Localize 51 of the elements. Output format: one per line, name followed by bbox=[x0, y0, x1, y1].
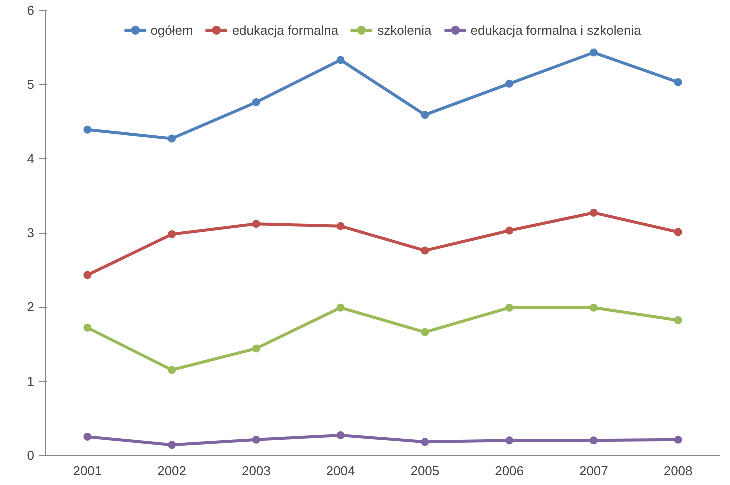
legend-label: edukacja formalna bbox=[232, 22, 339, 38]
point bbox=[421, 438, 430, 446]
x-tick-label: 2007 bbox=[579, 464, 608, 478]
point bbox=[506, 80, 514, 88]
x-tick-label: 2001 bbox=[73, 464, 102, 478]
point bbox=[590, 304, 598, 312]
point bbox=[84, 126, 92, 134]
point bbox=[168, 366, 176, 374]
x-tick-label: 2003 bbox=[242, 464, 271, 478]
point bbox=[506, 436, 514, 445]
point bbox=[252, 98, 260, 106]
point bbox=[506, 226, 514, 235]
y-tick-label: 2 bbox=[27, 300, 35, 315]
legend-label: szkolenia bbox=[378, 22, 432, 38]
point bbox=[168, 230, 176, 238]
point bbox=[84, 324, 92, 332]
point bbox=[674, 78, 682, 86]
x-tick-label: 2006 bbox=[495, 464, 524, 478]
point bbox=[590, 436, 598, 445]
x-tick-label: 2002 bbox=[158, 464, 187, 478]
y-tick-label: 4 bbox=[27, 151, 35, 166]
x-tick-label: 2004 bbox=[326, 464, 356, 478]
x-tick-label: 2005 bbox=[410, 464, 440, 478]
point bbox=[336, 56, 345, 64]
point bbox=[674, 228, 682, 236]
legend-label: ogółem bbox=[150, 22, 194, 38]
point bbox=[336, 222, 345, 230]
point bbox=[590, 48, 598, 57]
point bbox=[84, 271, 92, 280]
point bbox=[168, 134, 176, 143]
point bbox=[421, 328, 430, 336]
x-tick-label: 2008 bbox=[664, 464, 693, 478]
point bbox=[674, 436, 682, 444]
legend-label: edukacja formalna i szkolenia bbox=[470, 22, 642, 38]
point bbox=[168, 441, 176, 450]
point bbox=[252, 344, 260, 353]
y-tick-label: 1 bbox=[27, 374, 35, 389]
point bbox=[674, 316, 682, 325]
point bbox=[590, 208, 598, 217]
point bbox=[252, 220, 260, 228]
point bbox=[84, 432, 92, 441]
point bbox=[421, 111, 430, 120]
y-tick-label: 0 bbox=[27, 448, 35, 463]
y-tick-label: 6 bbox=[27, 3, 35, 18]
y-tick-label: 5 bbox=[27, 77, 35, 92]
point bbox=[421, 246, 430, 255]
y-tick-label: 3 bbox=[27, 226, 35, 240]
point bbox=[506, 304, 514, 312]
point bbox=[336, 304, 345, 312]
point bbox=[252, 436, 260, 444]
point bbox=[336, 431, 345, 440]
